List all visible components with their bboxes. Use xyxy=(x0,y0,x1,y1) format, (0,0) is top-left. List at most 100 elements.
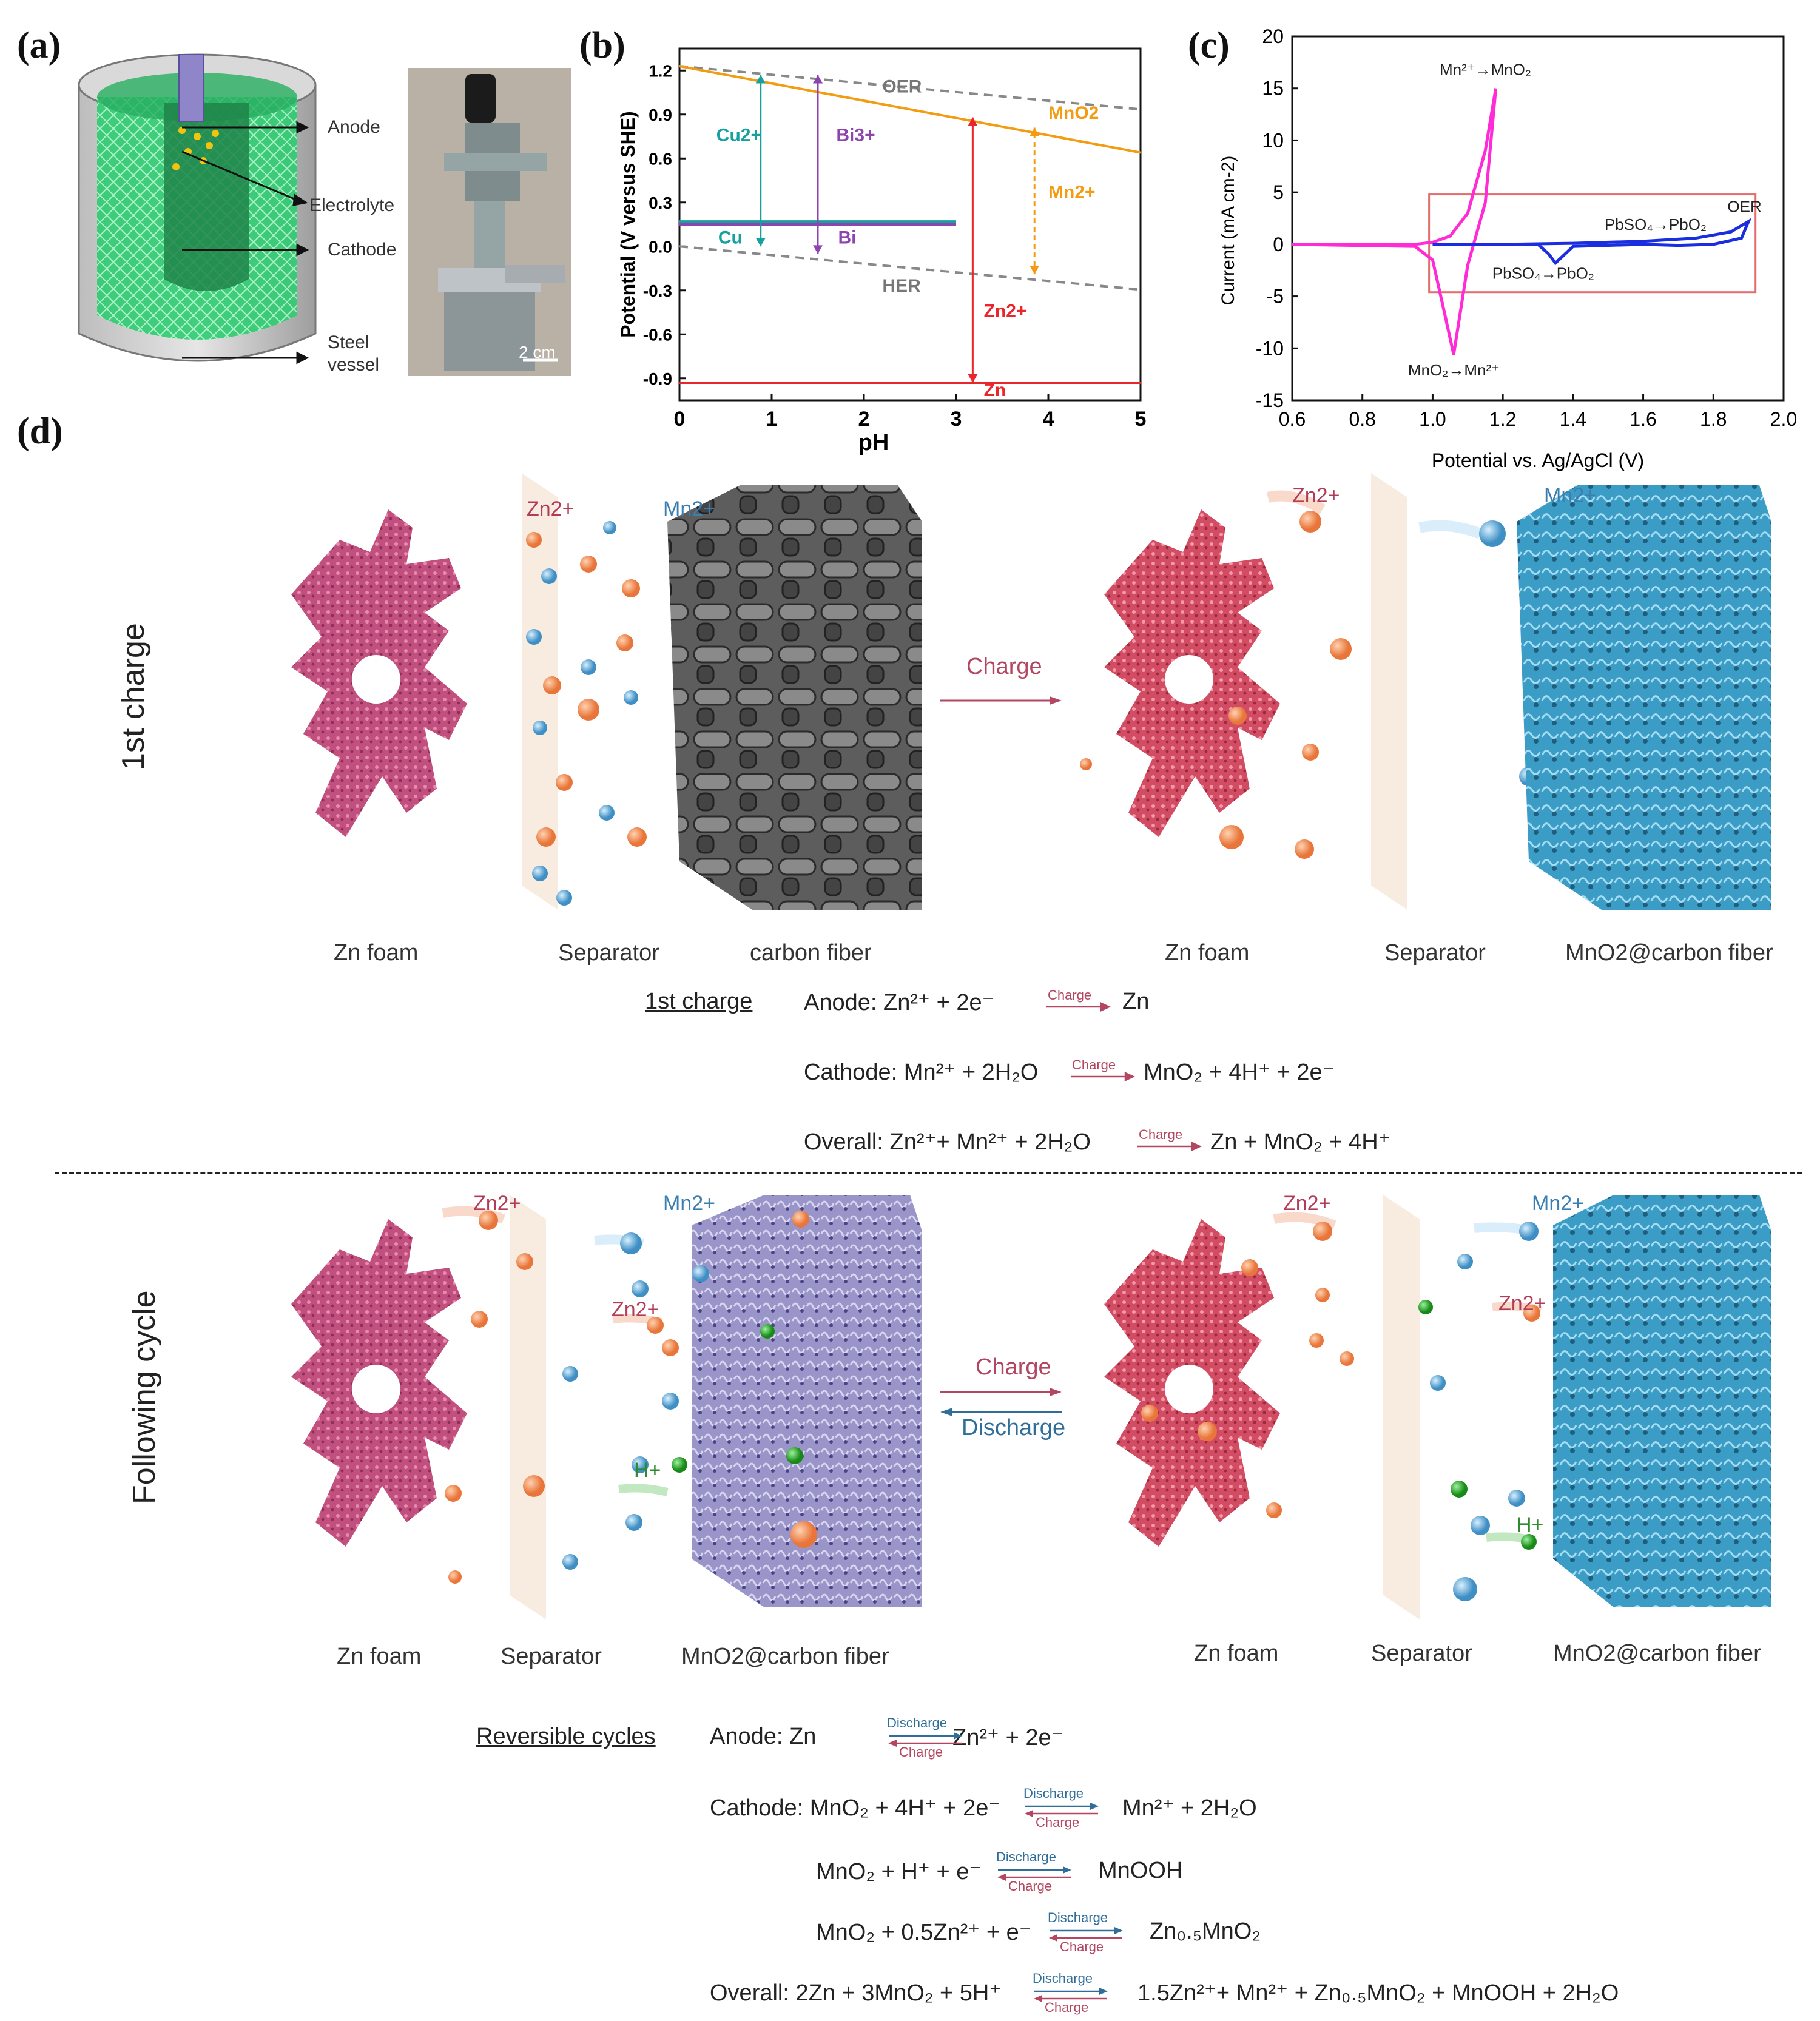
y-tick-label-b: 0.0 xyxy=(649,237,672,256)
row2-cap-separator-left: Separator xyxy=(500,1644,602,1669)
x-axis-label-c: Potential vs. Ag/AgCl (V) xyxy=(1432,449,1644,471)
eq2-discharge-word: Discharge xyxy=(1048,1910,1108,1925)
y-tick-label-c: 5 xyxy=(1273,181,1284,203)
x-tick-label-b: 3 xyxy=(951,408,962,431)
eq1-overall: Overall: Zn²⁺+ Mn²⁺ + 2H₂O xyxy=(804,1129,1091,1155)
row1-right-ion-mn: Mn2+ xyxy=(1544,484,1596,507)
x-tick-label-c: 1.4 xyxy=(1560,408,1586,430)
eq2-lhs: Anode: Zn xyxy=(710,1724,817,1749)
y-tick-label-c: 10 xyxy=(1262,129,1284,151)
series-line-pb xyxy=(1432,218,1752,266)
y-tick-label-c: 20 xyxy=(1262,25,1284,47)
eq1-anode-product: Zn xyxy=(1122,989,1150,1014)
zn-arrow-tail xyxy=(968,374,978,383)
y-tick-label-c: 15 xyxy=(1262,78,1284,99)
annotation-b: MnO2 xyxy=(1048,103,1099,123)
y-tick-label-b: -0.6 xyxy=(643,325,672,344)
row1-left-ion-zn: Zn2+ xyxy=(527,497,575,520)
x-tick-label-b: 4 xyxy=(1043,408,1054,431)
mn-arrow-tail xyxy=(1030,266,1040,275)
row2-cap-zn-foam-right: Zn foam xyxy=(1194,1641,1279,1666)
eq2-lhs: Overall: 2Zn + 3MnO₂ + 5H⁺ xyxy=(710,1980,1002,2006)
row1-cap-carbon-fiber: carbon fiber xyxy=(750,940,872,966)
annotation-b: Bi xyxy=(838,227,856,247)
y-tick-label-b: -0.3 xyxy=(643,281,672,300)
y-axis-label-c: Current (mA cm-2) xyxy=(1218,156,1238,306)
x-tick-label-b: 1 xyxy=(766,408,778,431)
annotation-b: OER xyxy=(882,77,922,97)
series-line-mn xyxy=(1292,88,1498,355)
y-tick-label-c: -10 xyxy=(1256,337,1284,359)
scale-bar-label: 2 cm xyxy=(519,343,556,361)
eq2-charge-word: Charge xyxy=(1060,1939,1104,1954)
y-tick-label-c: -15 xyxy=(1256,389,1284,411)
eq2-discharge-word: Discharge xyxy=(1023,1786,1084,1801)
eq2-reversible-arrow xyxy=(1034,1988,1108,2002)
annotation-b: Bi3+ xyxy=(836,125,875,145)
row2-illustration xyxy=(291,1195,1771,1619)
x-tick-label-b: 2 xyxy=(858,408,870,431)
x-tick-label-b: 5 xyxy=(1135,408,1147,431)
bi-arrow-head xyxy=(813,75,823,84)
row2-side-label: Following cycle xyxy=(127,1290,162,1504)
label-steel: Steel xyxy=(328,332,369,352)
x-tick-label-c: 0.8 xyxy=(1349,408,1375,430)
eq1-arrow-word-2: Charge xyxy=(1072,1057,1116,1072)
eq2-lhs: MnO₂ + 0.5Zn²⁺ + e⁻ xyxy=(816,1920,1031,1945)
eq1-overall-product: Zn + MnO₂ + 4H⁺ xyxy=(1210,1129,1390,1155)
annotation-c: PbSO₄→PbO₂ xyxy=(1492,264,1594,282)
battery-schematic xyxy=(78,53,317,362)
row2-right-ion-mn: Mn2+ xyxy=(1532,1192,1584,1215)
annotation-b: HER xyxy=(882,276,921,296)
x-tick-label-c: 1.8 xyxy=(1700,408,1727,430)
panel-b-label: (b) xyxy=(579,25,625,66)
eq2-discharge-word: Discharge xyxy=(1033,1971,1093,1986)
series-line-her xyxy=(679,245,1141,291)
cu-arrow-tail xyxy=(755,238,766,247)
panel-d-label: (d) xyxy=(17,411,63,452)
row2-right-ion-zn2: Zn2+ xyxy=(1498,1292,1546,1315)
label-anode: Anode xyxy=(328,117,380,137)
eq2-reversible-arrow xyxy=(1049,1927,1123,1942)
eq2-rhs: MnOOH xyxy=(1098,1858,1183,1883)
x-tick-label-c: 2.0 xyxy=(1770,408,1797,430)
row2-arrow-charge: Charge xyxy=(976,1354,1051,1380)
label-electrolyte: Electrolyte xyxy=(309,195,395,215)
eq2-reversible-arrow xyxy=(888,1732,962,1747)
row1-cap-separator-right: Separator xyxy=(1384,940,1486,966)
plot-frame-c xyxy=(1291,35,1785,402)
eq2-lhs: MnO₂ + H⁺ + e⁻ xyxy=(816,1859,982,1885)
row2-cap-mno2-left: MnO2@carbon fiber xyxy=(681,1644,889,1669)
row2-left-ion-mn: Mn2+ xyxy=(663,1192,715,1215)
row1-illustration xyxy=(291,473,1771,910)
eq1-anode: Anode: Zn²⁺ + 2e⁻ xyxy=(804,990,994,1015)
series-line-oer xyxy=(679,65,1141,111)
eq2-discharge-word: Discharge xyxy=(996,1849,1057,1865)
row2-left-ion-zn2: Zn2+ xyxy=(612,1298,659,1321)
y-tick-label-b: -0.9 xyxy=(643,369,672,388)
x-tick-label-c: 1.0 xyxy=(1419,408,1446,430)
row1-cap-zn-foam-right: Zn foam xyxy=(1165,940,1250,966)
annotation-b: Cu2+ xyxy=(716,125,761,145)
row2-cap-separator-right: Separator xyxy=(1371,1641,1472,1666)
eq2-charge-word: Charge xyxy=(1036,1815,1080,1830)
eq1-arrow-word-3: Charge xyxy=(1139,1127,1183,1142)
annotation-c: Mn²⁺→MnO₂ xyxy=(1440,60,1531,78)
eq2-rhs: Zn₀.₅MnO₂ xyxy=(1150,1918,1261,1944)
panel-a-label: (a) xyxy=(17,25,61,66)
annotation-c: MnO₂→Mn²⁺ xyxy=(1408,361,1500,379)
schematic-leaders xyxy=(182,121,309,365)
x-tick-label-c: 1.2 xyxy=(1489,408,1516,430)
eq2-rhs: Mn²⁺ + 2H₂O xyxy=(1122,1795,1257,1821)
eq2-heading: Reversible cycles xyxy=(476,1724,656,1749)
row2-arrow-discharge: Discharge xyxy=(962,1415,1066,1441)
eq1-heading: 1st charge xyxy=(645,989,753,1014)
eq2-lhs: Cathode: MnO₂ + 4H⁺ + 2e⁻ xyxy=(710,1795,1001,1821)
row2-cap-zn-foam-left: Zn foam xyxy=(337,1644,422,1669)
eq2-charge-word: Charge xyxy=(899,1744,943,1760)
cu-arrow-head xyxy=(755,75,766,84)
annotation-b: Zn2+ xyxy=(984,301,1027,321)
row1-left-ion-mn: Mn2+ xyxy=(663,497,715,520)
eq1-cathode-product: MnO₂ + 4H⁺ + 2e⁻ xyxy=(1144,1060,1335,1085)
